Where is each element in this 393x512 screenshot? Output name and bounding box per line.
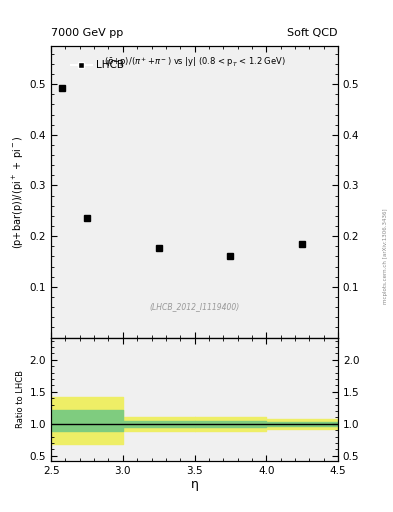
Legend: LHCB: LHCB (68, 57, 127, 73)
Text: ($\bar{p}$+p)/($\pi^+$+$\pi^-$) vs |y| (0.8 < p$_T$ < 1.2 GeV): ($\bar{p}$+p)/($\pi^+$+$\pi^-$) vs |y| (… (104, 55, 285, 69)
Y-axis label: Ratio to LHCB: Ratio to LHCB (17, 370, 26, 428)
Text: mcplots.cern.ch [arXiv:1306.3436]: mcplots.cern.ch [arXiv:1306.3436] (383, 208, 387, 304)
X-axis label: η: η (191, 478, 198, 492)
Text: 7000 GeV pp: 7000 GeV pp (51, 28, 123, 38)
Text: (LHCB_2012_I1119400): (LHCB_2012_I1119400) (149, 302, 240, 311)
Y-axis label: (p+bar(p))/(pi$^+$ + pi$^-$): (p+bar(p))/(pi$^+$ + pi$^-$) (11, 135, 26, 249)
Text: Soft QCD: Soft QCD (288, 28, 338, 38)
